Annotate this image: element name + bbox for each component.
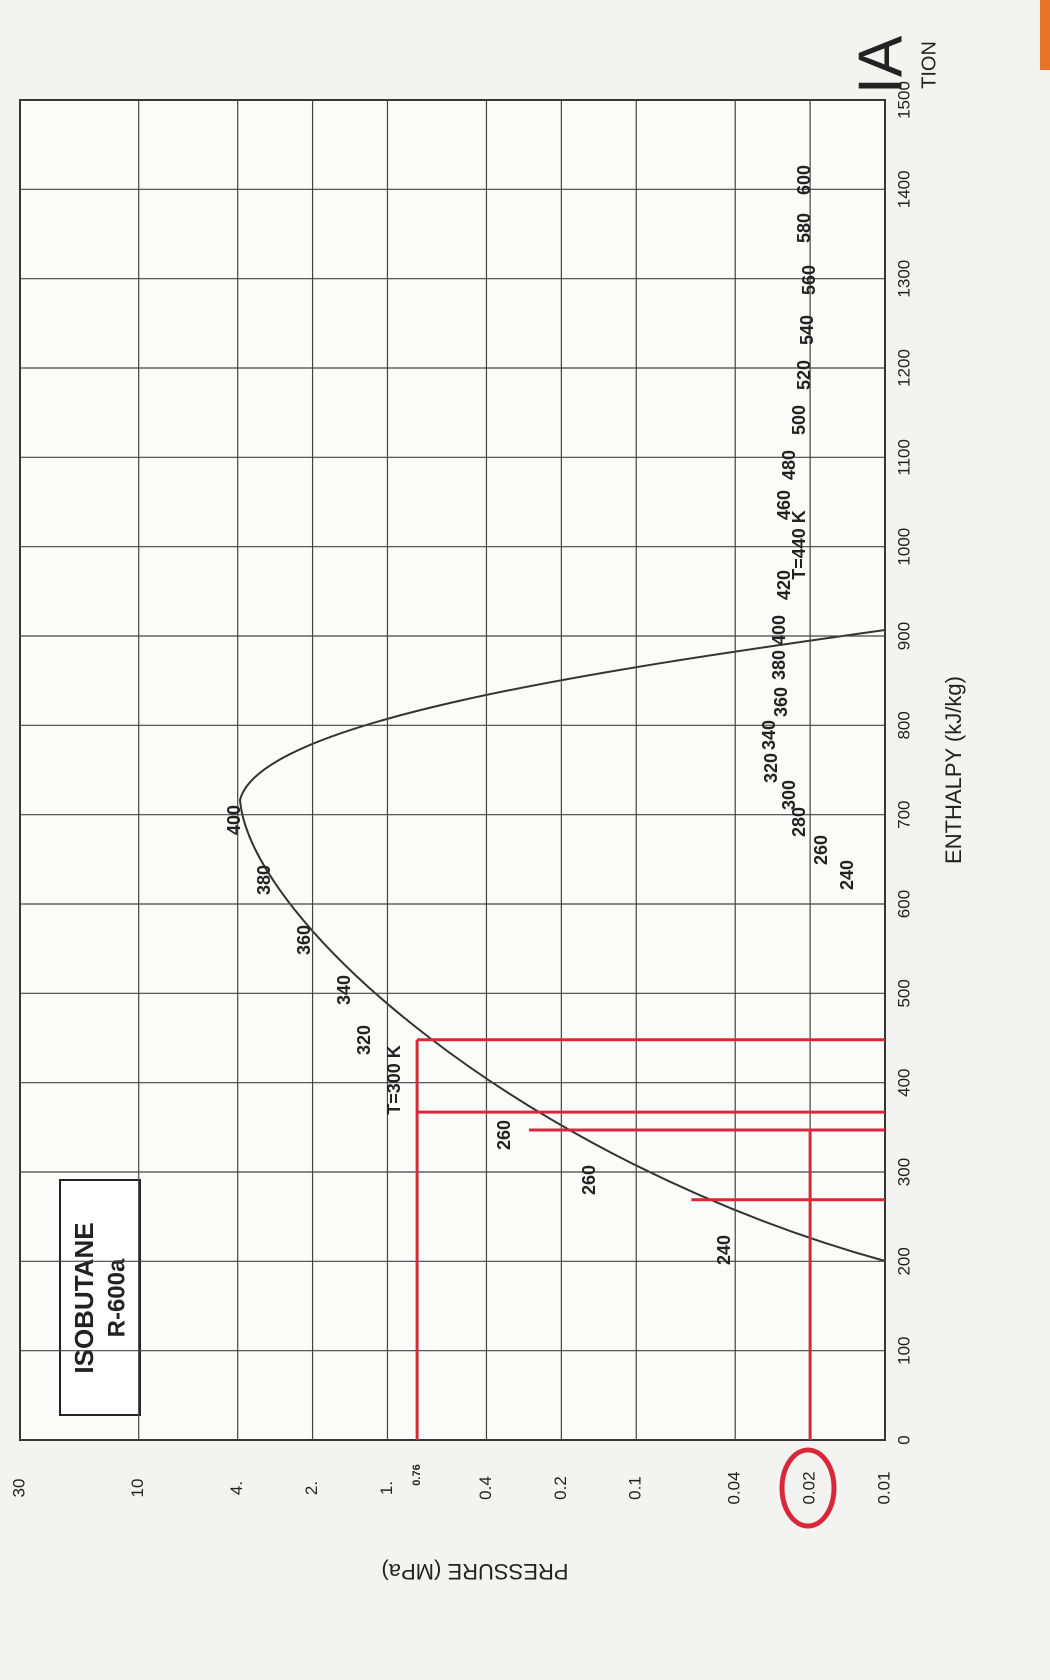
y-tick-label: 0.1 — [626, 1476, 645, 1500]
logo-sub: TION — [918, 41, 940, 89]
x-tick-label: 200 — [894, 1247, 913, 1275]
isotherm-label: 580 — [794, 213, 814, 243]
x-tick-label: 1300 — [894, 260, 913, 298]
isotherm-label: 260 — [811, 835, 831, 865]
plot-area — [20, 100, 885, 1440]
x-tick-label: 0 — [894, 1435, 913, 1444]
annotation-label: 0.76 — [411, 1464, 423, 1485]
isotherm-label: 400 — [769, 615, 789, 645]
x-tick-label: 1100 — [894, 439, 913, 476]
y-tick-label: 10 — [128, 1479, 147, 1498]
edge-bar — [1040, 0, 1050, 70]
y-tick-label: 0.2 — [551, 1476, 570, 1500]
x-tick-label: 1400 — [894, 170, 913, 208]
dome-label: 400 — [224, 805, 244, 835]
y-tick-label: 0.4 — [476, 1476, 495, 1500]
isotherm-label: 340 — [759, 720, 779, 750]
x-tick-label: 700 — [894, 800, 913, 828]
isotherm-label: 360 — [771, 687, 791, 717]
x-tick-label: 1500 — [894, 81, 913, 119]
x-tick-label: 1200 — [894, 349, 913, 387]
y-tick-label: 0.01 — [874, 1471, 893, 1504]
x-tick-label: 800 — [894, 711, 913, 739]
isotherm-label: 600 — [794, 165, 814, 195]
isotherm-label: 380 — [769, 650, 789, 680]
dome-label: 320 — [354, 1025, 374, 1055]
isotherm-label: 540 — [797, 315, 817, 345]
isotherm-label: 520 — [794, 360, 814, 390]
x-axis-label: ENTHALPY (kJ/kg) — [941, 676, 966, 864]
isotherm-label: 300 — [779, 780, 799, 810]
isotherm-label: 320 — [761, 753, 781, 783]
dome-label: 260 — [579, 1165, 599, 1195]
chart-subtitle: R-600a — [103, 1258, 130, 1337]
y-tick-label: 4. — [227, 1481, 246, 1495]
isotherm-label: 460 — [774, 490, 794, 520]
dome-label: 340 — [334, 975, 354, 1005]
x-tick-label: 300 — [894, 1158, 913, 1186]
dome-label: 360 — [294, 925, 314, 955]
dome-label: 260 — [494, 1120, 514, 1150]
y-axis-label: PRESSURE (MPa) — [381, 1559, 568, 1584]
isotherm-label: 240 — [837, 860, 857, 890]
y-tick-label: 1. — [377, 1481, 396, 1495]
isotherm-label: 280 — [789, 807, 809, 837]
isotherm-label: 560 — [799, 265, 819, 295]
x-tick-label: 900 — [894, 622, 913, 650]
y-tick-label: 0.02 — [800, 1471, 819, 1504]
x-tick-label: 600 — [894, 890, 913, 918]
y-tick-label: 0.04 — [725, 1471, 744, 1504]
dome-label: T=300 K — [384, 1045, 404, 1115]
rotated-chart: ISOBUTANE R-600a ENTHALPY (kJ/kg) PRESSU… — [9, 35, 965, 1584]
x-tick-label: 1000 — [894, 528, 913, 566]
isotherm-label: 500 — [789, 405, 809, 435]
chart: ISOBUTANE R-600a ENTHALPY (kJ/kg) PRESSU… — [0, 0, 1050, 1680]
dome-label: 240 — [714, 1235, 734, 1265]
y-tick-label: 2. — [302, 1481, 321, 1495]
isotherm-label: 480 — [779, 450, 799, 480]
x-tick-label: 400 — [894, 1068, 913, 1096]
x-tick-label: 100 — [894, 1336, 913, 1364]
dome-label: 380 — [254, 865, 274, 895]
x-tick-label: 500 — [894, 979, 913, 1007]
y-tick-label: 30 — [9, 1479, 28, 1498]
